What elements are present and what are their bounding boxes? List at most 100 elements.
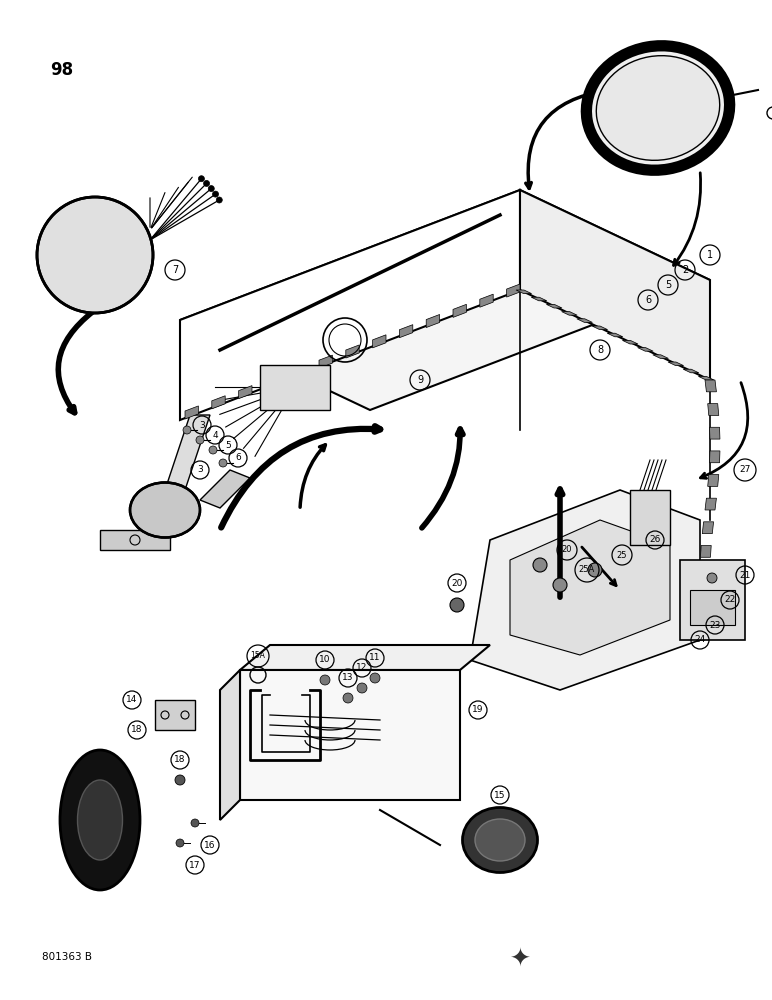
Circle shape — [216, 197, 222, 203]
Circle shape — [208, 186, 215, 192]
Text: 22: 22 — [724, 595, 736, 604]
Polygon shape — [346, 345, 359, 358]
Text: 21: 21 — [740, 570, 750, 580]
Polygon shape — [453, 304, 466, 317]
Text: 23: 23 — [709, 620, 721, 630]
FancyBboxPatch shape — [260, 365, 330, 410]
Text: 4: 4 — [212, 430, 218, 440]
Polygon shape — [622, 340, 638, 344]
Polygon shape — [592, 326, 608, 330]
Polygon shape — [165, 415, 210, 490]
Circle shape — [183, 426, 191, 434]
Polygon shape — [240, 645, 490, 670]
Ellipse shape — [130, 483, 200, 538]
Text: 25A: 25A — [579, 566, 595, 574]
Polygon shape — [292, 365, 306, 378]
Circle shape — [191, 819, 199, 827]
Polygon shape — [708, 404, 719, 415]
Polygon shape — [700, 545, 711, 557]
Polygon shape — [638, 348, 653, 351]
Polygon shape — [700, 569, 710, 581]
Polygon shape — [709, 427, 720, 439]
Circle shape — [357, 683, 367, 693]
Text: 15: 15 — [494, 790, 506, 800]
Polygon shape — [399, 325, 413, 338]
Ellipse shape — [77, 780, 123, 860]
Polygon shape — [608, 333, 623, 337]
Text: 19: 19 — [472, 706, 484, 714]
Polygon shape — [705, 498, 716, 510]
Polygon shape — [480, 294, 493, 307]
Polygon shape — [212, 396, 225, 409]
Polygon shape — [373, 335, 386, 348]
Polygon shape — [561, 312, 577, 315]
Ellipse shape — [37, 197, 153, 313]
Circle shape — [320, 675, 330, 685]
Polygon shape — [683, 369, 699, 373]
Circle shape — [198, 176, 205, 182]
Ellipse shape — [475, 819, 525, 861]
Polygon shape — [319, 355, 333, 368]
Circle shape — [219, 459, 227, 467]
Polygon shape — [155, 700, 195, 730]
Text: 7: 7 — [172, 265, 178, 275]
Text: 27: 27 — [740, 466, 750, 475]
Text: 6: 6 — [645, 295, 651, 305]
Text: 18: 18 — [174, 756, 186, 764]
Circle shape — [450, 598, 464, 612]
Circle shape — [370, 673, 380, 683]
Text: 20: 20 — [452, 578, 462, 587]
Ellipse shape — [462, 808, 537, 872]
Polygon shape — [577, 319, 592, 322]
Polygon shape — [239, 386, 252, 399]
Text: 17: 17 — [189, 860, 201, 869]
Polygon shape — [180, 190, 710, 410]
Text: 13: 13 — [342, 674, 354, 682]
Circle shape — [533, 558, 547, 572]
Circle shape — [212, 191, 218, 197]
Polygon shape — [426, 314, 439, 328]
Polygon shape — [180, 190, 520, 420]
Polygon shape — [705, 380, 716, 392]
Polygon shape — [700, 593, 711, 605]
Polygon shape — [703, 616, 713, 628]
Polygon shape — [200, 470, 250, 508]
Text: 26: 26 — [649, 536, 661, 544]
Text: 11: 11 — [369, 654, 381, 662]
Text: 5: 5 — [225, 440, 231, 450]
Text: 6: 6 — [235, 454, 241, 462]
Polygon shape — [510, 520, 670, 655]
Text: 16: 16 — [205, 840, 215, 850]
FancyBboxPatch shape — [630, 490, 670, 545]
Text: 25: 25 — [617, 550, 627, 560]
Polygon shape — [703, 522, 713, 534]
FancyBboxPatch shape — [690, 590, 735, 625]
Text: ✦: ✦ — [510, 948, 530, 972]
Polygon shape — [185, 406, 198, 419]
Polygon shape — [708, 475, 719, 486]
Circle shape — [343, 693, 353, 703]
Circle shape — [175, 775, 185, 785]
Circle shape — [176, 839, 184, 847]
Text: 10: 10 — [320, 656, 330, 664]
Polygon shape — [240, 670, 460, 800]
Polygon shape — [531, 297, 547, 301]
Polygon shape — [266, 375, 279, 389]
Ellipse shape — [591, 50, 726, 166]
Polygon shape — [699, 376, 714, 380]
Circle shape — [204, 180, 209, 186]
Text: 98: 98 — [50, 61, 73, 79]
Text: 2: 2 — [682, 265, 688, 275]
Polygon shape — [506, 284, 520, 297]
Text: 8: 8 — [597, 345, 603, 355]
Circle shape — [707, 573, 717, 583]
Polygon shape — [100, 530, 170, 550]
Text: 12: 12 — [357, 664, 367, 672]
Ellipse shape — [60, 750, 140, 890]
Text: 3: 3 — [199, 420, 205, 430]
Circle shape — [196, 436, 204, 444]
Polygon shape — [516, 290, 532, 294]
Polygon shape — [709, 451, 720, 463]
Text: 14: 14 — [127, 696, 137, 704]
Polygon shape — [520, 190, 710, 380]
